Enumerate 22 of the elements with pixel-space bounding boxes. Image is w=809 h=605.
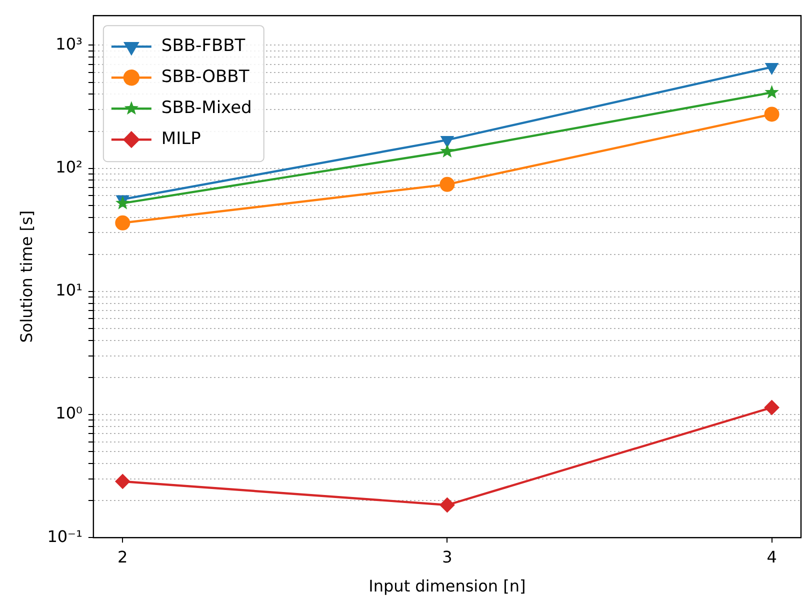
y-tick-label: 10⁰ (56, 404, 82, 423)
x-tick-label: 2 (118, 547, 128, 566)
y-tick-label: 10² (56, 157, 82, 176)
x-axis-title: Input dimension [n] (368, 576, 526, 596)
point (440, 144, 454, 158)
x-tick-label: 4 (766, 547, 777, 566)
legend-label: SBB-FBBT (161, 36, 246, 56)
legend-label: SBB-OBBT (161, 67, 250, 88)
x-tick-label: 3 (442, 547, 452, 566)
y-axis-title: Solution time [s] (16, 210, 36, 343)
point (440, 176, 455, 192)
point (764, 400, 780, 415)
y-tick-label: 10¹ (56, 280, 82, 300)
point (764, 106, 780, 122)
legend-label: MILP (161, 129, 201, 150)
point (115, 215, 130, 230)
point (115, 474, 130, 489)
y-tick-label: 10⁻¹ (47, 526, 82, 546)
legend-label: SBB-Mixed (161, 98, 252, 118)
point (440, 498, 455, 512)
point (764, 84, 779, 99)
y-tick-label: 10³ (56, 34, 82, 54)
